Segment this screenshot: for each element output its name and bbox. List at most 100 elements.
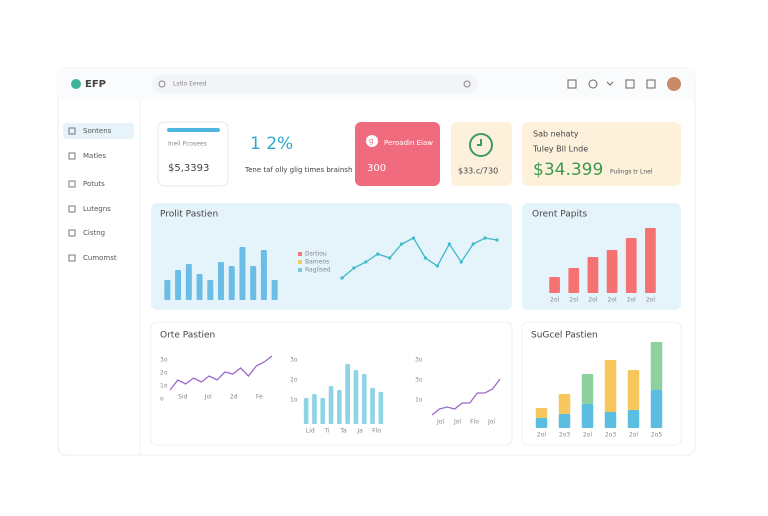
bar-segment <box>581 404 594 428</box>
bar <box>328 386 334 424</box>
avatar[interactable] <box>667 77 681 91</box>
bar <box>303 398 309 424</box>
bar <box>217 262 225 300</box>
stat-card <box>157 121 229 187</box>
bar-segment <box>535 418 548 428</box>
stat-card <box>355 122 440 186</box>
stat-title: Sab nehaty <box>533 130 579 139</box>
point <box>376 252 380 256</box>
bar <box>568 268 580 293</box>
x-tick-label: Jol <box>436 419 444 426</box>
point <box>471 242 475 246</box>
bar-segment <box>604 360 617 412</box>
search-box[interactable] <box>152 75 478 93</box>
bar <box>378 392 384 424</box>
x-tick-label: 2ol <box>588 297 597 304</box>
bar <box>196 274 203 300</box>
settings-icon[interactable] <box>588 79 598 89</box>
x-tick-label: 2d <box>230 394 238 401</box>
bar <box>250 266 257 300</box>
nav-item[interactable]: Lutegns <box>83 205 111 213</box>
bar-segment <box>627 410 640 428</box>
stat-card <box>451 122 512 186</box>
stat-label: Tene taf olly glig times brainsh <box>244 166 352 174</box>
bar <box>175 270 182 300</box>
nav-icon <box>68 180 76 188</box>
bar <box>645 228 656 293</box>
header-icons <box>567 79 656 89</box>
stat-label: Ineil Pcosees <box>168 141 207 148</box>
search-icon <box>158 80 166 88</box>
nav-item[interactable]: Sontens <box>83 127 112 135</box>
x-tick-label: Lid <box>306 428 315 435</box>
point <box>459 260 463 264</box>
y-tick-label: 2o <box>160 370 168 377</box>
nav-icon <box>68 152 76 160</box>
stat-value: 300 <box>367 163 386 174</box>
bar <box>625 238 637 293</box>
panel-title: SuGcel Pastien <box>531 331 598 341</box>
y-tick-label: 3o <box>290 357 298 364</box>
bell-icon[interactable] <box>646 79 656 89</box>
nav-item[interactable]: Potuts <box>83 180 105 188</box>
x-tick-label: Fe <box>256 394 263 401</box>
sidebar-active <box>63 123 134 139</box>
point <box>340 276 344 280</box>
clock-icon <box>469 133 493 157</box>
logo-icon <box>71 79 81 89</box>
stat-value: $5,3393 <box>168 163 209 174</box>
x-tick-label: 2o5 <box>651 432 662 439</box>
search-button[interactable] <box>463 80 471 88</box>
point <box>352 266 356 270</box>
bar-segment <box>581 374 594 404</box>
bar <box>228 266 235 300</box>
x-tick-label: 2ol <box>627 297 636 304</box>
stat-note: Pulings tr Lnel <box>610 169 653 176</box>
panel-title: Orte Pastien <box>160 331 215 341</box>
y-tick-label: 1o <box>415 397 423 404</box>
stat-label: Tuley Bll Lnde <box>532 145 588 154</box>
point <box>423 256 428 260</box>
bar-segment <box>627 370 640 410</box>
nav-item[interactable]: Matles <box>83 152 106 160</box>
legend-label: Bameos <box>305 259 329 266</box>
home-icon[interactable] <box>567 79 577 89</box>
line <box>169 355 273 391</box>
logo: EFP <box>85 79 106 90</box>
x-tick-label: Flo <box>470 419 479 426</box>
point <box>388 256 392 260</box>
bar <box>587 257 599 293</box>
legend-swatch <box>298 268 302 272</box>
nav-item[interactable]: Cistng <box>83 229 105 237</box>
message-icon[interactable] <box>625 79 635 89</box>
point <box>447 242 451 246</box>
bar-segment <box>650 342 663 390</box>
bar <box>312 394 317 424</box>
stat-card <box>522 122 681 186</box>
legend-label: Raglised <box>305 267 331 274</box>
point <box>411 236 416 240</box>
nav-item[interactable]: Cumomst <box>83 254 117 262</box>
point <box>483 236 487 240</box>
bar-segment <box>535 408 548 418</box>
y-tick-label: 1o <box>290 397 298 404</box>
stat-value: 1 2% <box>250 134 293 154</box>
bar <box>239 247 246 300</box>
bar <box>370 388 375 424</box>
x-tick-label: 2ol <box>629 432 638 439</box>
bar <box>164 280 171 300</box>
nav-icon <box>68 254 76 262</box>
panel-title: Orent Papits <box>532 210 587 220</box>
x-tick-label: Sid <box>178 394 187 401</box>
point <box>435 264 439 268</box>
dropdown-icon[interactable] <box>606 81 614 86</box>
x-tick-label: Ta <box>339 428 347 435</box>
line <box>431 378 501 416</box>
bar <box>345 364 350 424</box>
bar-segment <box>558 394 571 414</box>
panel <box>150 321 513 446</box>
x-tick-label: 2o3 <box>559 432 570 439</box>
line <box>341 237 498 279</box>
legend-swatch <box>298 252 302 256</box>
